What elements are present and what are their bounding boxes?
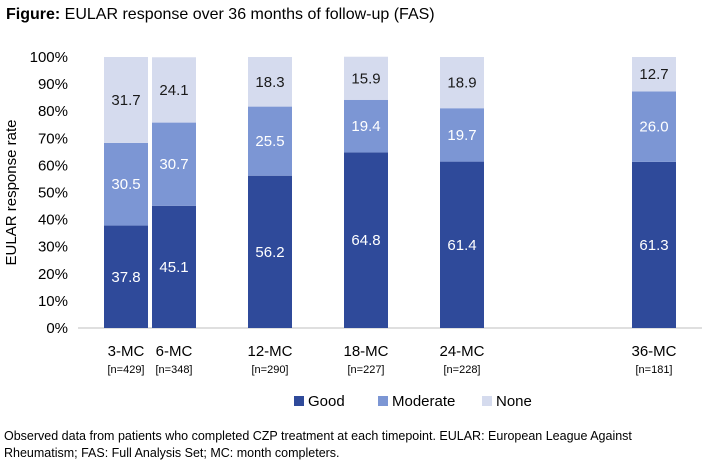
data-label-good: 56.2 [255,244,284,261]
x-tick-label: 6-MC [156,343,193,360]
bar-good-3-mc [104,225,148,328]
bar-moderate-36-mc [632,91,676,162]
x-tick-sublabel: [n=227] [347,364,384,376]
y-tick-label: 0% [46,320,68,337]
bar-none-3-mc [104,57,148,143]
x-tick-label: 36-MC [631,343,676,360]
data-label-moderate: 30.7 [159,156,188,173]
x-tick-sublabel: [n=290] [251,364,288,376]
legend-swatch-none [482,396,492,406]
bar-good-24-mc [440,161,484,328]
figure-title: Figure: EULAR response over 36 months of… [6,6,435,24]
data-label-good: 61.3 [639,237,668,254]
data-label-none: 24.1 [159,82,188,99]
bar-none-12-mc [248,57,292,107]
bar-good-36-mc [632,161,676,328]
data-label-good: 45.1 [159,259,188,276]
bar-none-18-mc [344,56,388,100]
legend-label-good: Good [308,393,345,410]
x-tick-label: 3-MC [108,343,145,360]
legend-label-none: None [496,393,532,410]
bar-none-36-mc [632,57,676,92]
legend-swatch-moderate [378,396,388,406]
data-label-moderate: 19.4 [351,118,380,135]
data-label-moderate: 26.0 [639,119,668,136]
y-tick-label: 90% [38,76,68,93]
data-label-none: 18.9 [447,75,476,92]
bar-none-24-mc [440,57,484,109]
y-tick-label: 40% [38,212,68,229]
bar-moderate-3-mc [104,142,148,226]
figure-title-text: EULAR response over 36 months of follow-… [64,6,435,23]
data-label-moderate: 30.5 [111,176,140,193]
legend-label-moderate: Moderate [392,393,455,410]
data-label-moderate: 25.5 [255,133,284,150]
x-tick-sublabel: [n=228] [443,364,480,376]
data-label-none: 31.7 [111,92,140,109]
x-tick-sublabel: [n=348] [155,364,192,376]
data-label-good: 64.8 [351,232,380,249]
y-tick-label: 100% [30,49,68,66]
bar-moderate-6-mc [152,122,196,206]
footnote: Observed data from patients who complete… [4,429,632,460]
y-tick-label: 20% [38,266,68,283]
y-tick-label: 70% [38,130,68,147]
y-tick-label: 30% [38,239,68,256]
bar-good-12-mc [248,175,292,328]
x-tick-label: 12-MC [247,343,292,360]
eular-response-chart: 0% 10% 20% 30% 40% 50% 60% 70% 80% 90% 100% EULAR r… [3,49,702,410]
data-label-none: 12.7 [639,66,668,83]
bar-good-6-mc [152,205,196,328]
y-tick-label: 50% [38,185,68,202]
bar-moderate-18-mc [344,99,388,153]
y-tick-label: 60% [38,157,68,174]
y-tick-label: 10% [38,293,68,310]
data-label-good: 37.8 [111,269,140,286]
data-label-none: 18.3 [255,74,284,91]
data-label-none: 15.9 [351,70,380,87]
y-axis-title: EULAR response rate [3,120,20,266]
x-tick-label: 18-MC [343,343,388,360]
bar-moderate-24-mc [440,108,484,162]
data-label-good: 61.4 [447,237,476,254]
bar-none-6-mc [152,57,196,123]
x-tick-label: 24-MC [439,343,484,360]
x-tick-sublabel: [n=429] [107,364,144,376]
data-label-moderate: 19.7 [447,127,476,144]
figure-title-prefix: Figure: [6,6,61,23]
legend-swatch-good [294,396,304,406]
x-tick-sublabel: [n=181] [635,364,672,376]
y-tick-label: 80% [38,103,68,120]
bar-good-18-mc [344,152,388,328]
bar-moderate-12-mc [248,106,292,176]
